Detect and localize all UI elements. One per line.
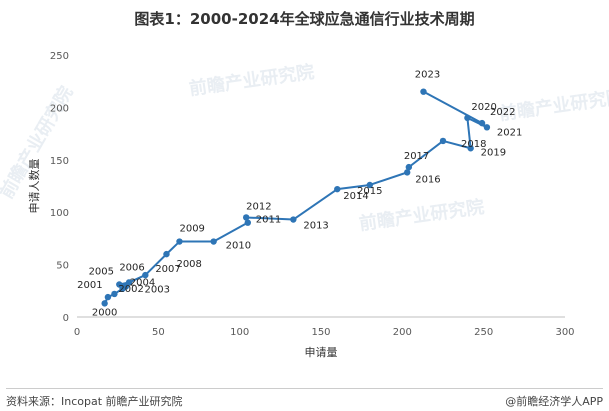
data-label: 2022 [490,107,515,118]
y-axis-title: 申请人数量 [28,159,41,214]
data-label: 2001 [77,280,102,291]
x-tick-label: 200 [393,327,412,338]
data-point [116,281,123,288]
data-label: 2020 [471,102,496,113]
data-label: 2002 [118,284,143,295]
y-tick-label: 100 [50,208,69,219]
brand-note: @前瞻经济学人APP [505,395,603,408]
data-point [244,219,251,226]
y-tick-labels: 0 50 100 150 200 250 [50,51,69,324]
data-label: 2017 [404,151,429,162]
data-label: 2019 [481,147,506,158]
data-label: 2003 [145,285,170,296]
data-point [439,137,447,145]
x-axis-title: 申请量 [305,346,338,359]
data-label: 2010 [226,241,251,252]
data-label: 2005 [89,267,114,278]
data-point [242,214,250,221]
source-note: 资料来源：Incopat 前瞻产业研究院 [6,395,183,408]
data-label: 2023 [415,70,440,81]
data-label: 2004 [130,278,155,289]
data-label: 2006 [119,262,144,273]
y-tick-label: 250 [50,51,69,62]
data-label: 2009 [179,224,204,235]
y-tick-label: 50 [56,261,69,272]
data-label: 2000 [92,307,117,318]
data-point [483,124,491,131]
data-label: 2015 [357,186,382,197]
data-point [125,279,133,286]
data-point [420,88,427,95]
data-point [176,238,183,245]
y-tick-label: 150 [50,156,69,167]
data-point [404,169,411,176]
watermark-text: 前瞻产业研究院 [188,61,316,100]
data-label: 2008 [176,259,201,270]
footer: 资料来源：Incopat 前瞻产业研究院 @前瞻经济学人APP [6,388,603,411]
data-point [101,300,108,307]
data-point [334,185,341,193]
data-label: 2021 [497,127,522,138]
data-label: 2011 [256,215,281,226]
x-tick-label: 250 [474,327,493,338]
data-label: 2013 [303,221,328,232]
data-label: 2018 [461,139,486,150]
data-point [478,119,486,127]
y-tick-label: 0 [63,313,69,324]
data-point [111,290,118,298]
data-point [467,145,474,152]
data-label: 2012 [246,201,271,212]
data-point [464,114,471,122]
data-point [290,216,297,223]
data-label: 2014 [343,191,368,202]
data-point [142,271,149,279]
chart-title: 图表1：2000-2024年全球应急通信行业技术周期 [134,10,475,28]
x-tick-labels: 0 50 100 150 200 250 300 [74,327,575,338]
x-tick-label: 0 [74,327,80,338]
data-point [163,250,170,258]
data-point [405,163,413,171]
watermark-text: 前瞻产业研究院 [358,196,486,235]
x-tick-label: 50 [152,327,165,338]
x-tick-label: 150 [311,327,330,338]
watermark-text: 前瞻产业研究院 [498,86,609,125]
data-point [366,181,373,189]
data-point [210,238,217,245]
data-label: 2016 [415,174,440,185]
data-points [101,88,491,307]
data-label: 2007 [155,264,180,275]
y-tick-label: 200 [50,103,69,114]
x-tick-label: 100 [230,327,249,338]
data-point [104,293,112,301]
x-tick-label: 300 [555,327,574,338]
